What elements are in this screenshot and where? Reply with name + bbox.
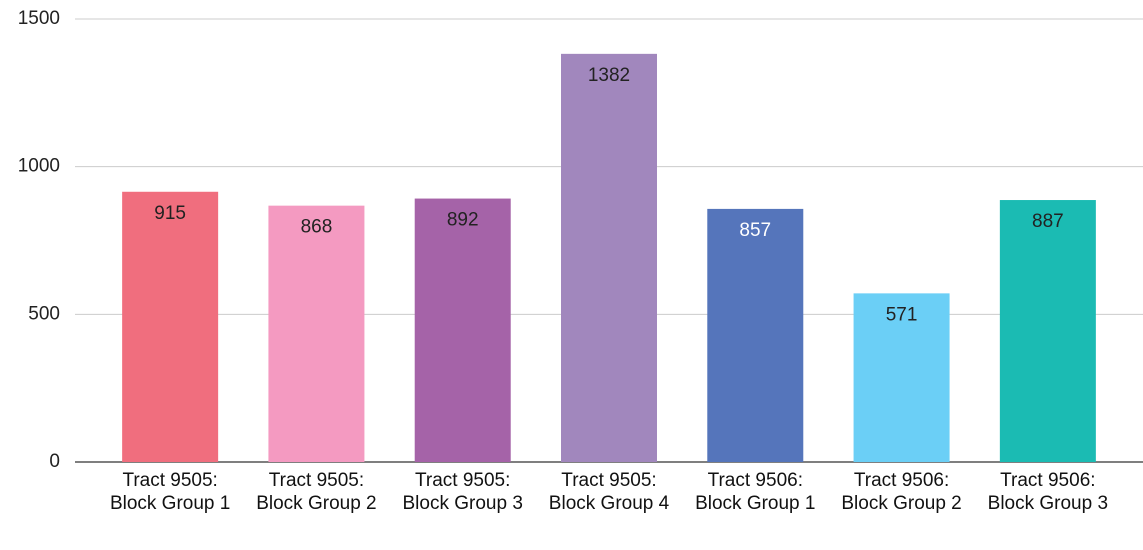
value-label: 857 <box>739 220 771 241</box>
y-tick-label: 500 <box>28 303 60 324</box>
value-label: 887 <box>1032 211 1064 232</box>
bar <box>561 53 657 462</box>
bar <box>853 293 950 462</box>
value-label: 868 <box>301 217 333 238</box>
y-tick-label: 0 <box>49 451 60 472</box>
x-tick-label: Tract 9505: Block Group 4 <box>548 470 670 514</box>
bar <box>268 205 365 462</box>
x-tick-label: Tract 9506: Block Group 2 <box>841 470 962 514</box>
x-tick-label: Tract 9506: Block Group 1 <box>695 470 816 514</box>
x-tick-label: Tract 9505: Block Group 3 <box>402 470 523 514</box>
bar <box>707 208 804 462</box>
x-tick-label: Tract 9505: Block Group 2 <box>256 470 377 514</box>
value-label: 571 <box>886 304 918 325</box>
value-label: 1382 <box>588 65 630 86</box>
x-tick-label: Tract 9505: Block Group 1 <box>109 470 231 514</box>
bar <box>122 191 219 462</box>
x-tick-label: Tract 9506: Block Group 3 <box>987 470 1109 514</box>
bar <box>414 198 511 462</box>
y-tick-label: 1500 <box>18 8 60 29</box>
bar <box>999 200 1096 462</box>
value-label: 915 <box>154 203 186 224</box>
y-tick-label: 1000 <box>18 156 60 177</box>
value-label: 892 <box>447 210 479 231</box>
